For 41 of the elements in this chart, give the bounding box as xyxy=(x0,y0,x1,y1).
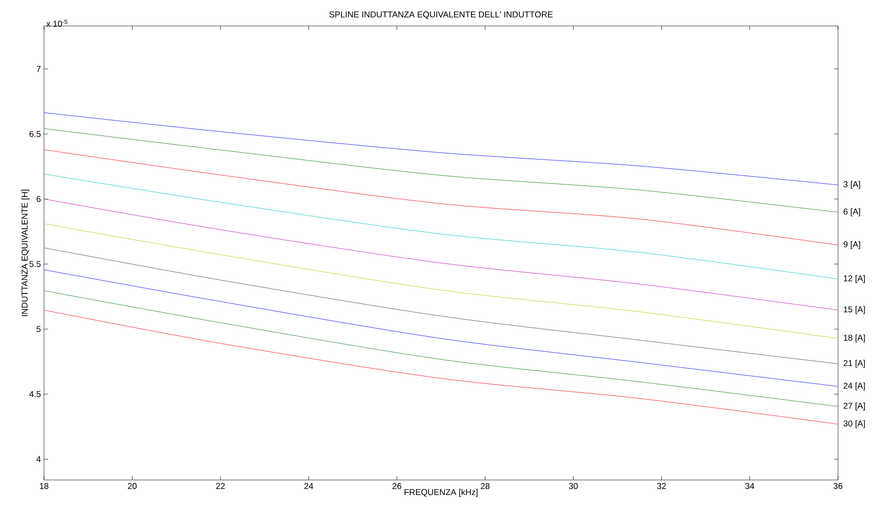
x-tick-label: 34 xyxy=(745,483,754,490)
series-label: 18 [A] xyxy=(844,334,865,342)
line-series xyxy=(44,128,838,212)
series-label: 12 [A] xyxy=(844,275,865,283)
chart-title: SPLINE INDUTTANZA EQUIVALENTE DELL' INDUTTORE xyxy=(329,11,553,19)
x-tick-label: 18 xyxy=(40,483,48,490)
line-series xyxy=(44,270,838,387)
line-series xyxy=(44,248,838,364)
series-label: 9 [A] xyxy=(844,241,860,250)
series-label: 15 [A] xyxy=(844,306,865,314)
y-tick-label: 4.5 xyxy=(29,391,41,398)
y-tick-label: 5 xyxy=(36,326,41,332)
line-series xyxy=(44,198,838,310)
series-label: 21 [A] xyxy=(844,360,865,368)
x-tick-label: 28 xyxy=(480,483,490,490)
line-series xyxy=(44,174,838,280)
line-series xyxy=(44,112,838,186)
y-axis-title: INDUTTANZA EQUIVALENTE [H] xyxy=(21,190,30,316)
x-tick-label: 32 xyxy=(657,483,666,490)
line-series xyxy=(44,150,838,246)
y-tick-label: 4 xyxy=(36,456,41,462)
x-tick-label: 24 xyxy=(304,483,314,489)
y-tick-label: 6.5 xyxy=(30,130,41,137)
series-label: 24 [A] xyxy=(844,382,865,390)
line-series xyxy=(44,224,838,339)
series-label: 30 [A] xyxy=(844,420,865,428)
x-tick-label: 36 xyxy=(834,483,842,490)
x-tick-label: 22 xyxy=(216,483,225,489)
y-tick-label: 7 xyxy=(36,66,41,72)
x-axis-title: FREQUENZA [kHz] xyxy=(404,488,478,497)
y-tick-label: 6 xyxy=(36,196,41,202)
annotation: x 10$^{-5}$ xyxy=(46,20,68,27)
line-series xyxy=(44,290,838,407)
x-tick-label: 20 xyxy=(128,483,137,490)
series-label: 6 [A] xyxy=(844,208,860,216)
x-tick-label: 26 xyxy=(392,483,402,490)
series-label: 27 [A] xyxy=(844,402,865,410)
line-series xyxy=(44,310,838,424)
y-tick-label: 5.5 xyxy=(30,261,41,268)
x-tick-label: 30 xyxy=(568,483,578,490)
series-label: 3 [A] xyxy=(844,180,860,189)
